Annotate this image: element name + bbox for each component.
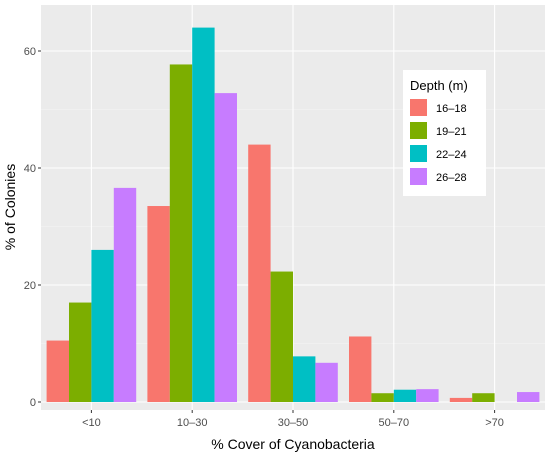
bar bbox=[147, 206, 170, 402]
y-tick-label: 0 bbox=[30, 397, 36, 409]
legend-swatch bbox=[410, 168, 427, 185]
bar bbox=[393, 389, 417, 402]
bar bbox=[248, 144, 271, 402]
bar bbox=[517, 392, 540, 402]
x-tick-label: 30–50 bbox=[278, 417, 309, 429]
bar bbox=[472, 393, 495, 402]
axes: 0 20 40 60 <10 10–30 30–50 50–70 >70 bbox=[24, 46, 504, 429]
bar bbox=[293, 356, 316, 402]
x-axis-title: % Cover of Cyanobacteria bbox=[211, 436, 375, 452]
legend-title: Depth (m) bbox=[410, 78, 468, 93]
bar bbox=[371, 393, 394, 402]
legend-swatch bbox=[410, 99, 427, 116]
y-axis-title: % of Colonies bbox=[2, 164, 18, 250]
legend-label: 22–24 bbox=[436, 149, 467, 161]
legend-label: 26–28 bbox=[436, 172, 467, 184]
bars bbox=[46, 27, 540, 403]
bar bbox=[91, 249, 114, 402]
bar bbox=[315, 362, 338, 402]
bar bbox=[192, 27, 215, 402]
x-tick-label: 50–70 bbox=[379, 417, 410, 429]
y-tick-label: 40 bbox=[24, 163, 36, 175]
x-tick-label: >70 bbox=[485, 417, 504, 429]
bar bbox=[416, 389, 439, 402]
bar bbox=[214, 93, 237, 403]
bar bbox=[169, 64, 193, 402]
x-tick-label: 10–30 bbox=[177, 417, 208, 429]
legend-label: 16–18 bbox=[436, 103, 467, 115]
bar bbox=[449, 397, 473, 402]
y-tick-label: 60 bbox=[24, 46, 36, 58]
y-tick-label: 20 bbox=[24, 280, 36, 292]
legend-swatch bbox=[410, 145, 427, 162]
legend: Depth (m) 16–18 19–21 22–24 26–28 bbox=[403, 70, 486, 196]
bar bbox=[113, 187, 137, 402]
legend-label: 19–21 bbox=[436, 126, 467, 138]
x-tick-label: <10 bbox=[82, 417, 101, 429]
bar bbox=[69, 302, 92, 402]
bar bbox=[349, 336, 372, 402]
bar bbox=[46, 340, 69, 402]
bar bbox=[270, 271, 293, 402]
legend-swatch bbox=[410, 122, 427, 139]
